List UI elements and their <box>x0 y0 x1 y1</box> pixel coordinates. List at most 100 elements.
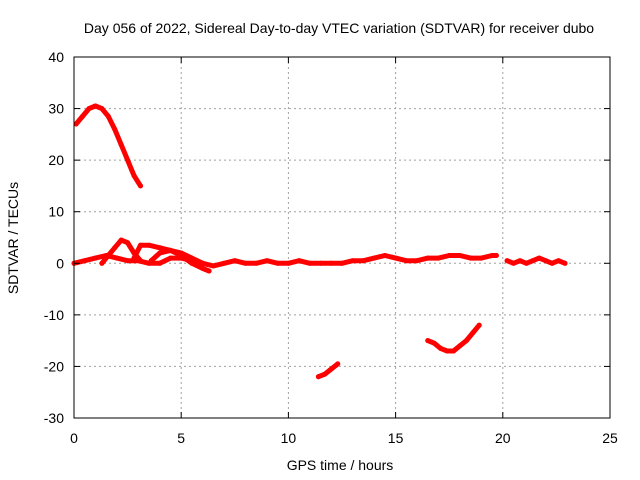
data-point <box>157 250 163 256</box>
data-point <box>457 253 463 258</box>
data-point <box>530 258 536 264</box>
data-point <box>118 237 124 243</box>
data-point <box>112 245 118 251</box>
data-point <box>275 260 281 266</box>
data-point <box>99 260 105 266</box>
data-point <box>315 374 321 380</box>
series-line-arc-low-1 <box>315 361 341 380</box>
data-point <box>200 260 206 266</box>
data-point <box>73 121 79 127</box>
data-point <box>285 260 291 266</box>
data-point <box>536 255 542 261</box>
data-point <box>221 260 227 266</box>
data-point <box>328 260 334 266</box>
data-point <box>350 258 356 264</box>
data-point <box>86 106 92 112</box>
data-point <box>328 366 334 372</box>
data-point <box>523 260 529 266</box>
y-tick-label: -30 <box>44 410 64 426</box>
data-point <box>457 343 463 349</box>
data-point <box>99 106 105 112</box>
data-point <box>138 242 143 248</box>
data-point <box>307 260 313 266</box>
data-point <box>517 258 523 264</box>
y-tick-label: 10 <box>48 204 64 220</box>
y-tick-label: -10 <box>44 307 64 323</box>
data-point <box>504 258 510 264</box>
data-point <box>382 253 388 258</box>
y-tick-label: -20 <box>44 358 64 374</box>
data-point <box>105 113 111 119</box>
data-point <box>444 348 450 354</box>
data-point <box>414 258 420 264</box>
data-point <box>478 255 484 261</box>
data-point <box>138 183 143 189</box>
y-tick-label: 0 <box>56 255 64 271</box>
data-point <box>493 253 499 258</box>
data-point <box>168 247 173 253</box>
data-point <box>92 103 98 109</box>
data-point <box>425 338 431 344</box>
ticks: 0 5 10 15 20 25 -30 -20 -10 0 10 20 30 40 <box>44 49 618 446</box>
data-point <box>200 265 206 271</box>
data-point <box>296 258 302 264</box>
data-point <box>92 255 98 261</box>
series-line-tail <box>504 255 568 266</box>
data-point <box>146 242 152 248</box>
x-tick-label: 0 <box>70 430 78 446</box>
data-point <box>105 253 111 258</box>
data-point <box>436 255 441 261</box>
data-point <box>425 255 431 261</box>
data-point <box>82 258 88 264</box>
y-tick-label: 20 <box>48 152 64 168</box>
data-layer <box>71 103 568 380</box>
data-point <box>157 260 163 266</box>
data-point <box>335 361 341 367</box>
data-point <box>451 348 456 354</box>
data-point <box>125 157 131 163</box>
data-point <box>431 340 437 346</box>
data-point <box>206 268 212 274</box>
data-point <box>489 253 495 258</box>
data-point <box>339 260 345 266</box>
grid <box>74 57 610 418</box>
x-tick-label: 10 <box>281 430 297 446</box>
data-point <box>468 255 474 261</box>
y-tick-label: 30 <box>48 101 64 117</box>
x-tick-label: 25 <box>602 430 618 446</box>
data-point <box>264 258 270 264</box>
data-point <box>131 255 137 261</box>
data-point <box>168 255 173 261</box>
data-point <box>80 113 86 119</box>
data-point <box>243 260 248 266</box>
data-point <box>511 260 516 266</box>
data-point <box>148 258 154 264</box>
data-point <box>178 253 184 258</box>
series-line-arc-low-2 <box>425 322 482 354</box>
data-point <box>118 142 124 148</box>
data-point <box>232 258 238 264</box>
data-point <box>562 260 568 266</box>
y-axis-label: SDTVAR / TECUs <box>5 182 21 294</box>
data-point <box>360 258 366 264</box>
data-point <box>446 253 452 258</box>
y-tick-label: 40 <box>48 49 64 65</box>
data-point <box>318 260 324 266</box>
data-point <box>125 240 131 246</box>
x-tick-label: 20 <box>495 430 511 446</box>
data-point <box>189 260 195 266</box>
data-point <box>438 345 444 351</box>
data-point <box>131 173 137 179</box>
data-point <box>393 255 399 261</box>
data-point <box>403 258 409 264</box>
data-point <box>112 126 118 132</box>
data-point <box>157 245 163 251</box>
data-point <box>543 258 549 264</box>
data-point <box>470 330 476 336</box>
data-point <box>125 258 131 264</box>
data-point <box>114 255 120 261</box>
x-tick-label: 15 <box>388 430 404 446</box>
data-point <box>476 322 482 328</box>
data-point <box>556 258 561 264</box>
